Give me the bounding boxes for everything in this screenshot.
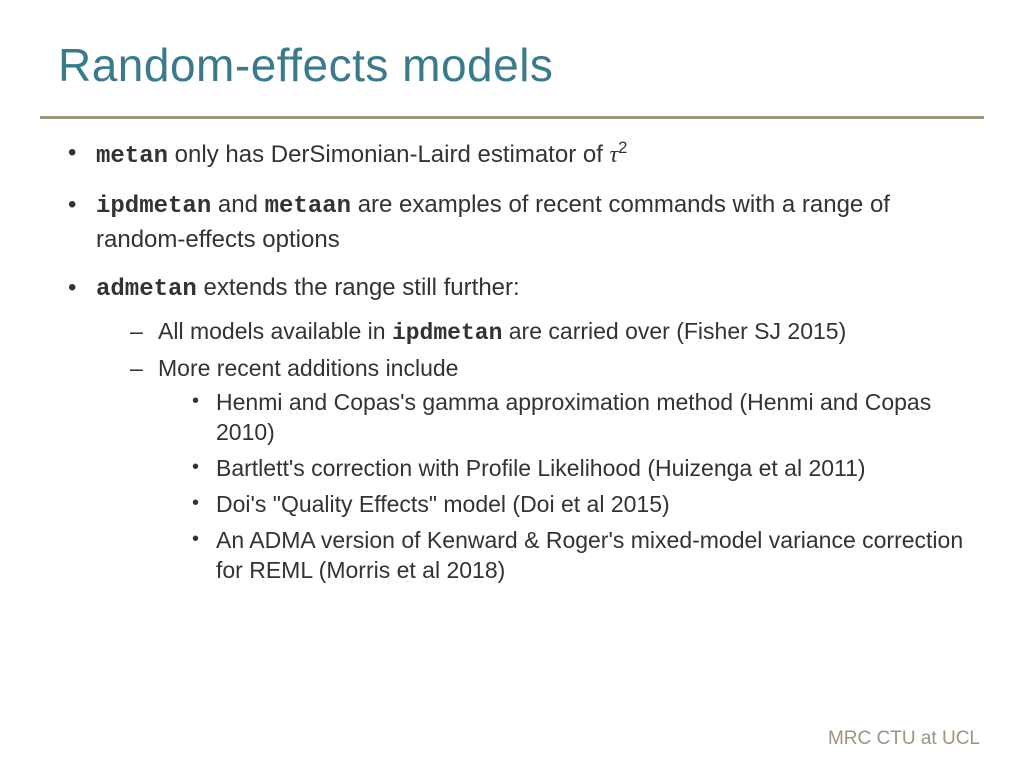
cmd-admetan: admetan xyxy=(96,276,197,303)
sub-2-text: More recent additions include xyxy=(158,355,458,381)
sub-bullet-2: More recent additions include Henmi and … xyxy=(130,354,976,585)
sub-sub-item-3: Doi's "Quality Effects" model (Doi et al… xyxy=(192,490,976,520)
bullet-item-3: admetan extends the range still further:… xyxy=(68,272,976,586)
sub-sub-item-1: Henmi and Copas's gamma approximation me… xyxy=(192,388,976,448)
cmd-metan: metan xyxy=(96,143,168,170)
sub-sub-item-4: An ADMA version of Kenward & Roger's mix… xyxy=(192,526,976,586)
cmd-metaan: metaan xyxy=(265,193,351,220)
tau-symbol: τ xyxy=(610,142,619,168)
bullet-2-mid: and xyxy=(211,191,264,218)
sub-1-after: are carried over (Fisher SJ 2015) xyxy=(502,318,846,344)
cmd-ipdmetan-2: ipdmetan xyxy=(392,320,502,346)
bullet-1-text: only has DerSimonian-Laird estimator of xyxy=(168,141,610,168)
bullet-list: metan only has DerSimonian-Laird estimat… xyxy=(48,137,976,586)
bullet-3-text: extends the range still further: xyxy=(197,274,520,301)
sub-1-before: All models available in xyxy=(158,318,392,344)
cmd-ipdmetan: ipdmetan xyxy=(96,193,211,220)
slide-content: metan only has DerSimonian-Laird estimat… xyxy=(0,119,1024,586)
bullet-item-2: ipdmetan and metaan are examples of rece… xyxy=(68,189,976,256)
sub-bullet-list: All models available in ipdmetan are car… xyxy=(96,317,976,586)
sub-bullet-1: All models available in ipdmetan are car… xyxy=(130,317,976,349)
slide-title: Random-effects models xyxy=(0,0,1024,92)
tau-superscript: 2 xyxy=(618,138,627,157)
sub-sub-item-2: Bartlett's correction with Profile Likel… xyxy=(192,454,976,484)
bullet-item-1: metan only has DerSimonian-Laird estimat… xyxy=(68,137,976,173)
sub-sub-bullet-list: Henmi and Copas's gamma approximation me… xyxy=(158,388,976,585)
slide-footer: MRC CTU at UCL xyxy=(828,728,980,750)
